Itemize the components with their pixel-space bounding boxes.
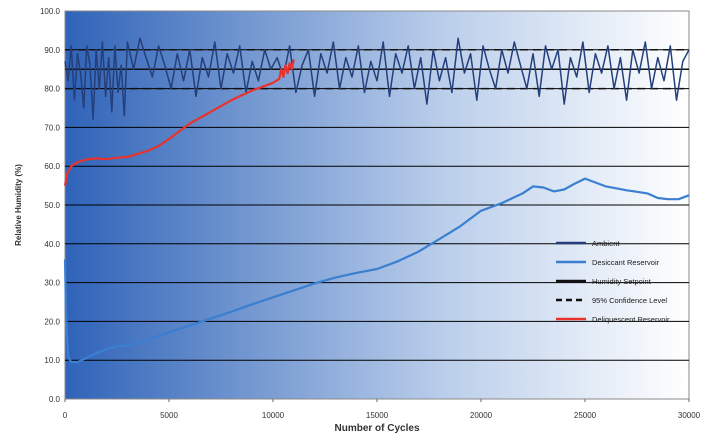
y-tick-label: 0.0 <box>49 395 61 404</box>
y-tick-label: 20.0 <box>44 317 60 326</box>
axes: 0.0 10.0 20.0 30.0 40.0 50.0 60.0 70.0 80.0 90.0 1… <box>40 7 701 420</box>
y-axis-label: Relative Humidity (%) <box>14 164 23 246</box>
x-tick-label: 25000 <box>574 411 597 420</box>
y-tick-label: 60.0 <box>44 162 60 171</box>
legend-label-95-confidence-level: 95% Confidence Level <box>592 296 667 305</box>
y-tick-label: 50.0 <box>44 201 60 210</box>
x-tick-label: 10000 <box>262 411 285 420</box>
legend-label-desiccant-reservoir: Desiccant Reservoir <box>592 258 660 267</box>
y-tick-label: 70.0 <box>44 123 60 132</box>
x-tick-label: 30000 <box>678 411 701 420</box>
legend-label-humidity-setpoint: Humidity Setpoint <box>592 277 652 286</box>
y-tick-label: 80.0 <box>44 85 60 94</box>
x-tick-label: 5000 <box>160 411 178 420</box>
legend: Ambient Desiccant Reservoir Humidity Setpo… <box>556 239 670 324</box>
x-axis-label: Number of Cycles <box>334 423 419 434</box>
series-line-ambient <box>64 37 690 121</box>
y-tick-label: 90.0 <box>44 46 60 55</box>
y-tick-label: 30.0 <box>44 279 60 288</box>
x-tick-label: 20000 <box>470 411 493 420</box>
y-tick-label: 40.0 <box>44 240 60 249</box>
legend-label-deliquescent-reservoir: Deliquescent Reservoir <box>592 315 670 324</box>
y-tick-label: 100.0 <box>40 7 61 16</box>
series-lines <box>63 37 690 364</box>
x-tick-label: 15000 <box>366 411 389 420</box>
series-line-desiccant-reservoir <box>63 177 690 364</box>
legend-label-ambient: Ambient <box>592 239 620 248</box>
series-line-deliquescent-reservoir <box>63 59 295 186</box>
y-tick-label: 10.0 <box>44 356 60 365</box>
x-tick-label: 0 <box>63 411 68 420</box>
